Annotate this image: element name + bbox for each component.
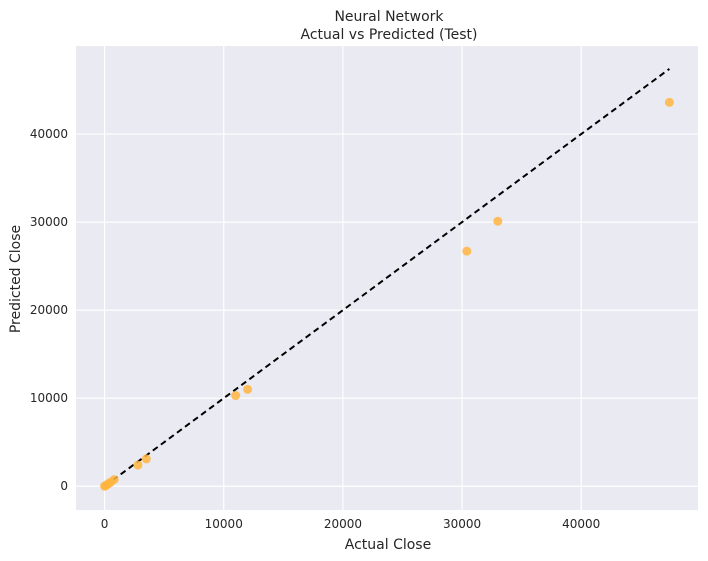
reference-line-group <box>104 68 670 488</box>
y-tick-label: 20000 <box>30 303 68 317</box>
data-point <box>243 384 253 394</box>
reference-line <box>104 68 670 488</box>
y-axis-label: Predicted Close <box>8 225 24 333</box>
y-tick-label: 40000 <box>30 127 68 141</box>
data-point <box>141 454 151 464</box>
y-tick-label: 30000 <box>30 215 68 229</box>
x-tick-labels: 0 10000 20000 30000 40000 <box>101 517 601 531</box>
data-point <box>109 475 119 485</box>
y-tick-label: 0 <box>60 479 68 493</box>
x-tick-label: 10000 <box>205 517 243 531</box>
y-tick-labels: 0 10000 20000 30000 40000 <box>30 127 68 493</box>
data-point <box>133 460 143 470</box>
chart-subtitle: Actual vs Predicted (Test) <box>300 27 477 43</box>
data-point <box>462 246 472 256</box>
x-tick-label: 20000 <box>324 517 362 531</box>
data-point <box>493 216 503 226</box>
x-tick-label: 30000 <box>443 517 481 531</box>
chart-title: Neural Network <box>334 9 444 25</box>
y-tick-label: 10000 <box>30 391 68 405</box>
data-points <box>100 97 674 491</box>
x-tick-label: 40000 <box>562 517 600 531</box>
data-point <box>231 391 241 401</box>
x-axis-label: Actual Close <box>345 537 431 553</box>
x-tick-label: 0 <box>101 517 109 531</box>
data-point <box>664 97 674 107</box>
grid-lines <box>76 46 698 510</box>
